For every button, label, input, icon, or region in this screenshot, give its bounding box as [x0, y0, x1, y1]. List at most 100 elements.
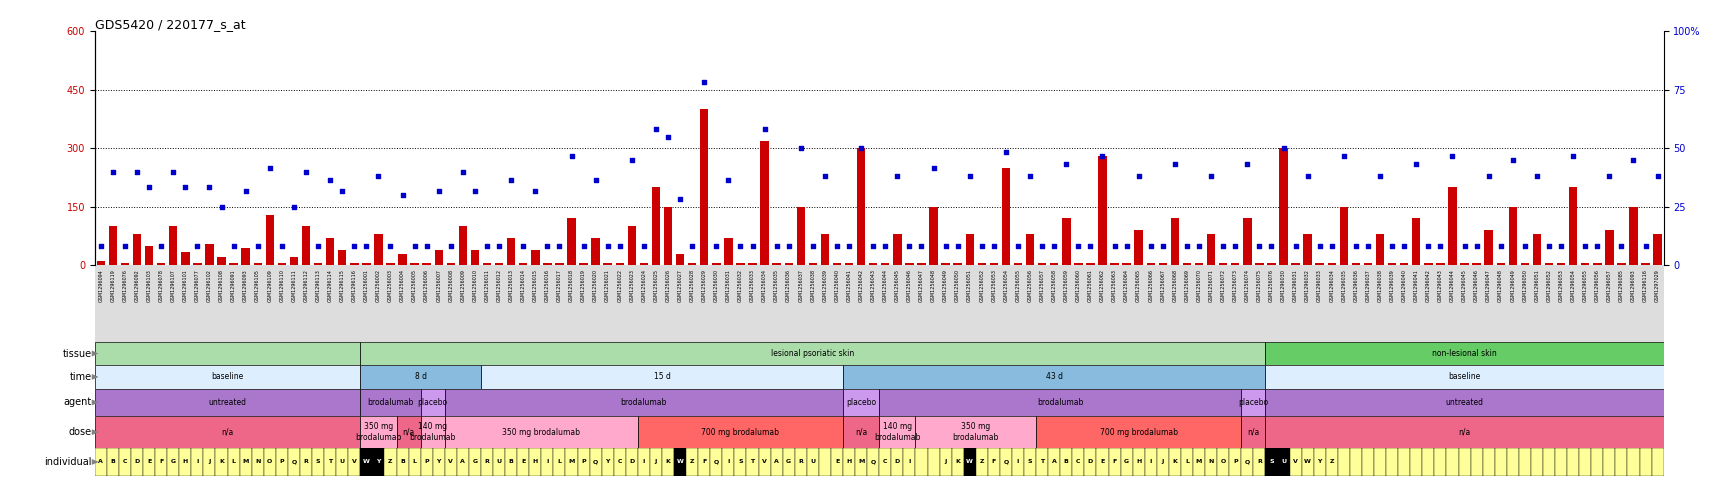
Bar [408, 448, 420, 476]
Text: GSM1256045: GSM1256045 [894, 269, 899, 302]
Bar [531, 250, 539, 265]
Bar [398, 254, 407, 265]
Text: GSM1256076: GSM1256076 [1268, 269, 1273, 302]
Bar [119, 448, 131, 476]
Point [1137, 242, 1165, 250]
Bar [1639, 448, 1651, 476]
Bar [95, 389, 360, 416]
Text: GSM1296114: GSM1296114 [327, 269, 333, 302]
Bar [360, 416, 396, 448]
Text: C: C [1075, 459, 1080, 465]
Text: J: J [1161, 459, 1163, 465]
Text: N: N [255, 459, 260, 465]
Bar [613, 448, 625, 476]
Bar [265, 214, 274, 265]
Point [1461, 242, 1489, 250]
Bar [687, 263, 696, 265]
Point [534, 242, 562, 250]
Bar [1085, 263, 1094, 265]
Text: GSM1296050: GSM1296050 [1521, 269, 1527, 302]
Bar [903, 448, 915, 476]
Bar [420, 389, 445, 416]
Bar [252, 448, 264, 476]
Text: P: P [279, 459, 284, 465]
Text: H: H [183, 459, 188, 465]
Text: Q: Q [870, 459, 875, 465]
Text: GSM1296037: GSM1296037 [1365, 269, 1370, 302]
Bar [1206, 234, 1215, 265]
Bar [1156, 448, 1168, 476]
Text: placebo: placebo [846, 398, 875, 407]
Point [967, 242, 994, 250]
Bar [529, 448, 541, 476]
Point [1559, 152, 1587, 160]
Point [1196, 172, 1223, 180]
Point [1244, 242, 1272, 250]
Bar [519, 263, 527, 265]
Bar [868, 263, 877, 265]
Point [1234, 160, 1261, 168]
Text: H: H [532, 459, 538, 465]
Text: K: K [219, 459, 224, 465]
Bar [227, 448, 239, 476]
Bar [169, 227, 177, 265]
Text: C: C [122, 459, 128, 465]
Point [1571, 242, 1599, 250]
Point [605, 242, 632, 250]
Point [1437, 152, 1465, 160]
Bar [420, 416, 445, 448]
Point [1306, 242, 1334, 250]
Point [1509, 242, 1537, 250]
Bar [1313, 448, 1325, 476]
Point [1292, 172, 1320, 180]
Text: GSM1256055: GSM1256055 [1015, 269, 1020, 302]
Bar [1604, 230, 1613, 265]
Text: R: R [484, 459, 489, 465]
Bar [1434, 448, 1446, 476]
Bar [1230, 263, 1239, 265]
Text: B: B [110, 459, 115, 465]
Text: GSM1256007: GSM1256007 [436, 269, 441, 302]
Bar [1277, 448, 1289, 476]
Bar [1496, 263, 1504, 265]
Bar [1506, 448, 1518, 476]
Text: 350 mg
brodalumab: 350 mg brodalumab [953, 423, 998, 442]
Text: GSM1256019: GSM1256019 [581, 269, 586, 302]
Bar [324, 448, 336, 476]
Bar [782, 448, 794, 476]
Bar [121, 263, 129, 265]
Text: M: M [569, 459, 574, 465]
Text: Z: Z [1328, 459, 1334, 465]
Bar [879, 448, 891, 476]
Bar [650, 448, 662, 476]
Point [255, 164, 283, 171]
Bar [1023, 448, 1036, 476]
Bar [446, 263, 455, 265]
Text: L: L [1184, 459, 1189, 465]
Text: GSM1256029: GSM1256029 [701, 269, 706, 302]
Text: placebo: placebo [417, 398, 448, 407]
Text: GSM1296076: GSM1296076 [122, 269, 128, 302]
Bar [1590, 448, 1602, 476]
Text: T: T [750, 459, 755, 465]
Bar [326, 238, 334, 265]
Bar [445, 416, 638, 448]
Bar [1291, 263, 1299, 265]
Bar [844, 263, 853, 265]
Bar [818, 448, 830, 476]
Text: GSM1256014: GSM1256014 [520, 269, 526, 302]
Bar [517, 448, 529, 476]
Text: 140 mg
brodalumab: 140 mg brodalumab [410, 423, 455, 442]
Point [1630, 242, 1658, 250]
Point [619, 156, 646, 164]
Bar [300, 448, 312, 476]
Text: GSM1256003: GSM1256003 [388, 269, 393, 302]
Text: GSM1296108: GSM1296108 [219, 269, 224, 302]
Text: GSM1256041: GSM1256041 [846, 269, 851, 302]
Text: Y: Y [1316, 459, 1322, 465]
Text: I: I [727, 459, 729, 465]
Text: GDS5420 / 220177_s_at: GDS5420 / 220177_s_at [95, 18, 245, 31]
Bar [543, 263, 551, 265]
Text: B: B [400, 459, 405, 465]
Bar [1228, 448, 1241, 476]
